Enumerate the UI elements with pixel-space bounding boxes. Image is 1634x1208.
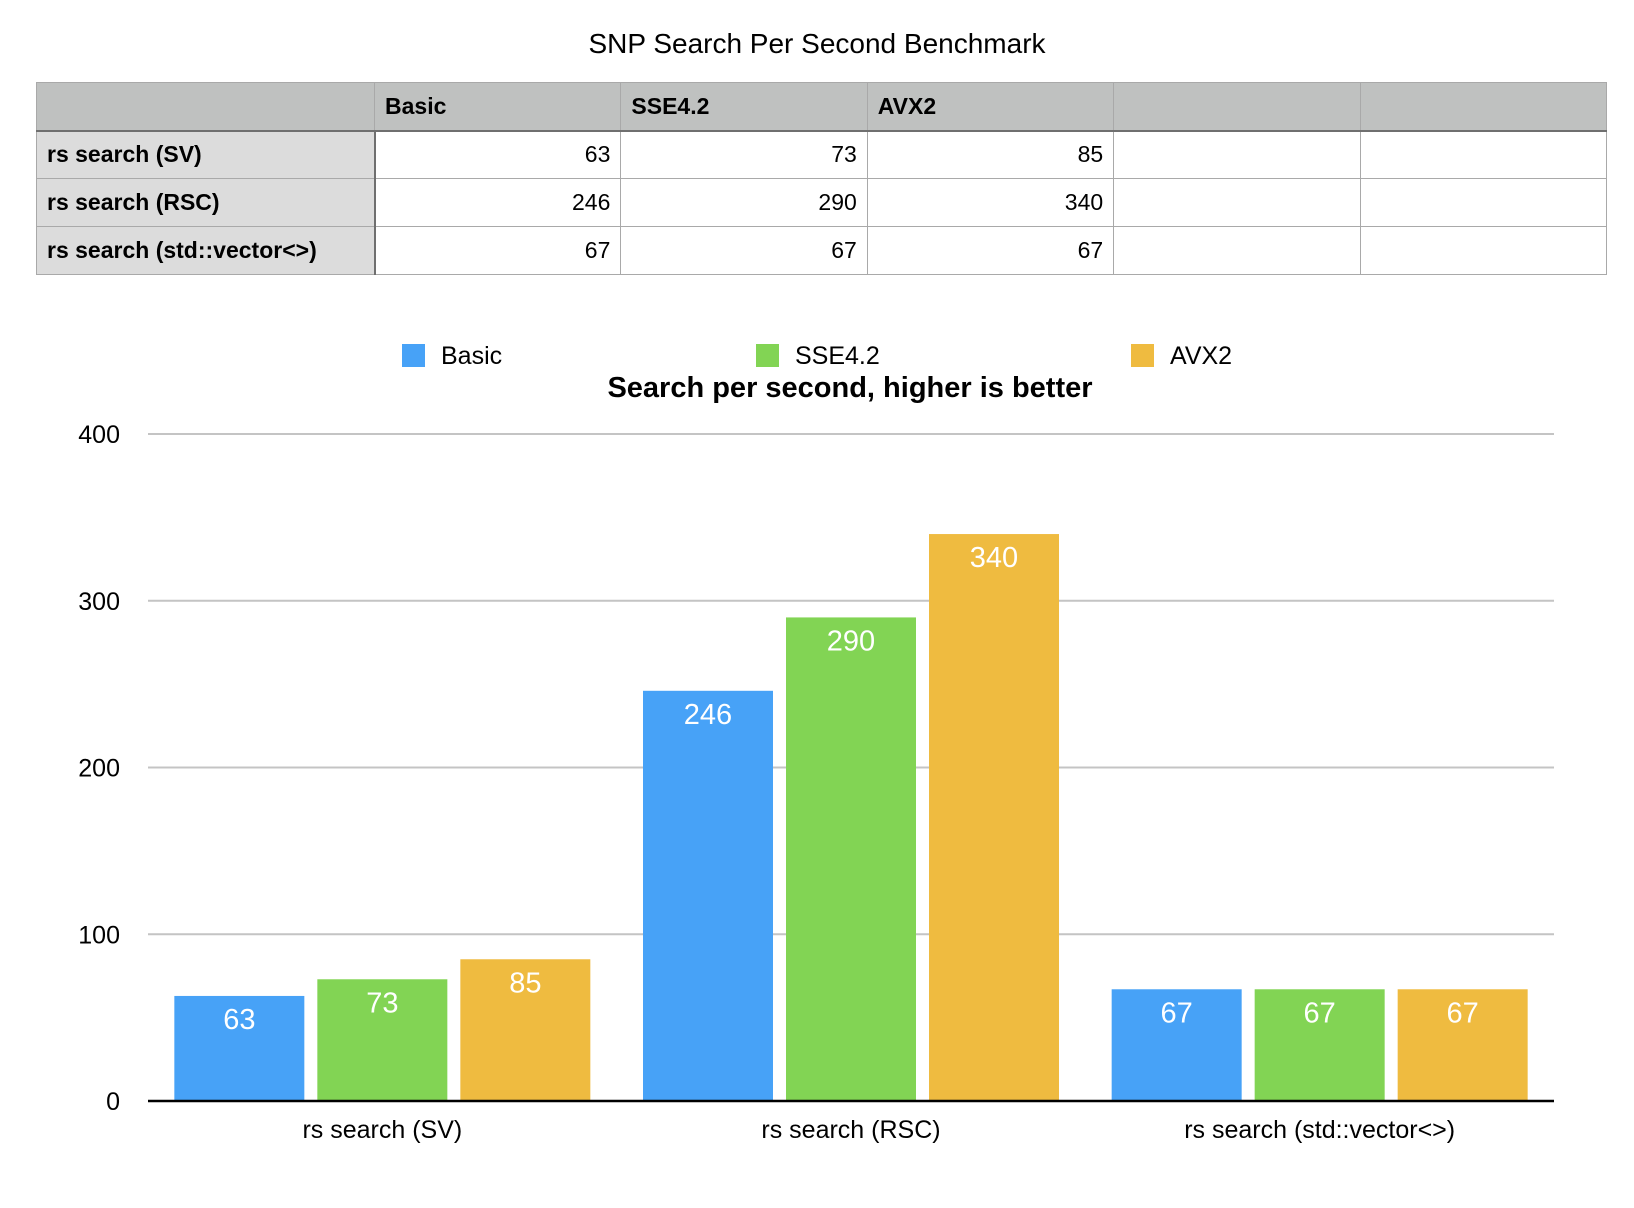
table-cell: [1113, 178, 1361, 227]
legend-swatch: [1131, 344, 1154, 367]
table-cell: 67: [866, 226, 1115, 275]
y-tick-label: 0: [106, 1088, 120, 1116]
bar: [317, 979, 448, 1101]
table-header-row: Basic SSE4.2 AVX2: [36, 82, 1607, 132]
y-tick-label: 200: [78, 755, 120, 783]
table-cell: 246: [373, 178, 622, 227]
bar: [1254, 989, 1385, 1101]
table-cell: [1359, 130, 1607, 179]
table-header-cell: Basic: [373, 82, 622, 132]
bar: [1397, 989, 1528, 1101]
table-cell: 67: [620, 226, 868, 275]
bar-value-label: 340: [970, 542, 1018, 574]
bar-value-label: 73: [366, 987, 398, 1019]
table-row: rs search (std::vector<>) 67 67 67: [36, 226, 1607, 275]
table-cell: 290: [620, 178, 868, 227]
bar-value-label: 67: [1304, 997, 1336, 1029]
table-row: rs search (SV) 63 73 85: [36, 130, 1607, 179]
legend-swatch: [402, 344, 425, 367]
bar-value-label: 67: [1447, 997, 1479, 1029]
table-header-cell: SSE4.2: [620, 82, 868, 132]
y-tick-label: 400: [78, 421, 120, 449]
bar: [460, 959, 591, 1101]
x-tick-label: rs search (RSC): [761, 1116, 940, 1144]
table-cell: 340: [866, 178, 1115, 227]
bar-value-label: 246: [684, 699, 732, 731]
bar-chart: Basic SSE4.2 AVX2 Search per second, higher…: [78, 342, 1554, 1144]
table-header-cell: [1113, 82, 1361, 132]
chart-title: Search per second, higher is better: [607, 372, 1092, 404]
table-cell: 73: [620, 130, 868, 179]
page-title: SNP Search Per Second Benchmark: [588, 28, 1046, 59]
table-cell: [1359, 178, 1607, 227]
table-cell: 67: [373, 226, 622, 275]
legend-swatch: [756, 344, 779, 367]
x-tick-label: rs search (std::vector<>): [1184, 1116, 1455, 1144]
bar: [929, 534, 1059, 1101]
row-label: rs search (SV): [36, 130, 376, 179]
bar-value-label: 290: [827, 625, 875, 657]
bar: [174, 995, 305, 1101]
x-tick-label: rs search (SV): [302, 1116, 462, 1144]
y-tick-label: 300: [78, 588, 120, 616]
table-cell: 85: [866, 130, 1115, 179]
row-label: rs search (RSC): [36, 178, 376, 227]
table-cell: [1113, 226, 1361, 275]
table-header-cell: AVX2: [866, 82, 1115, 132]
table-row: rs search (RSC) 246 290 340: [36, 178, 1607, 227]
table-cell: [1113, 130, 1361, 179]
bar: [643, 690, 773, 1101]
bar-value-label: 63: [223, 1004, 255, 1036]
table-cell: 63: [373, 130, 622, 179]
bar: [1111, 989, 1242, 1101]
data-table: Basic SSE4.2 AVX2 rs search (SV) 63 73 8…: [36, 82, 1607, 275]
legend-label: AVX2: [1170, 342, 1232, 370]
row-label: rs search (std::vector<>): [36, 226, 376, 275]
table-header-cell: [36, 82, 375, 132]
table-cell: [1359, 226, 1607, 275]
bar-value-label: 67: [1161, 997, 1193, 1029]
table-header-cell: [1359, 82, 1607, 132]
bar-value-label: 85: [509, 967, 541, 999]
y-tick-label: 100: [78, 921, 120, 949]
legend-label: Basic: [441, 342, 502, 370]
bar: [786, 617, 916, 1101]
legend-label: SSE4.2: [795, 342, 880, 370]
